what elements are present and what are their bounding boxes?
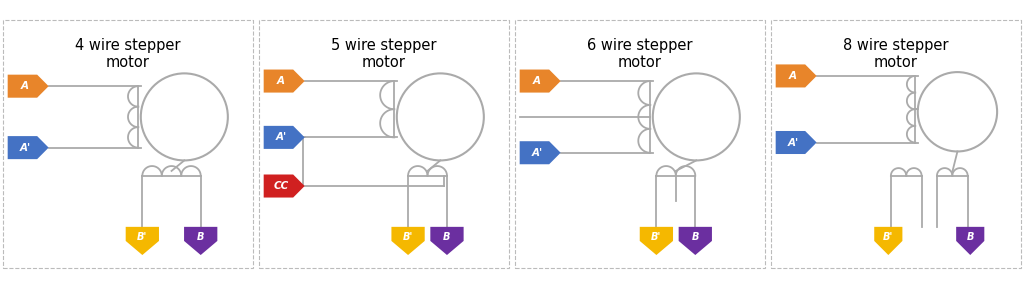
Text: A: A	[532, 76, 541, 86]
Text: B: B	[443, 232, 451, 242]
FancyBboxPatch shape	[258, 20, 510, 268]
Text: 8 wire stepper
motor: 8 wire stepper motor	[843, 38, 949, 70]
Text: A: A	[276, 76, 285, 86]
Text: CC: CC	[273, 181, 289, 191]
Polygon shape	[519, 70, 561, 93]
Polygon shape	[519, 141, 561, 164]
Text: A: A	[20, 81, 29, 91]
Polygon shape	[264, 126, 305, 149]
FancyBboxPatch shape	[2, 20, 254, 268]
Polygon shape	[640, 227, 673, 255]
Text: A': A'	[531, 148, 543, 158]
Text: B: B	[691, 232, 699, 242]
Text: B: B	[197, 232, 205, 242]
Text: B': B'	[883, 232, 894, 242]
Polygon shape	[776, 131, 817, 154]
Polygon shape	[391, 227, 425, 255]
Polygon shape	[874, 227, 902, 255]
Text: 4 wire stepper
motor: 4 wire stepper motor	[75, 38, 181, 70]
Text: B': B'	[137, 232, 147, 242]
Polygon shape	[264, 70, 305, 93]
Text: A': A'	[275, 132, 287, 142]
Polygon shape	[776, 64, 817, 87]
Text: 6 wire stepper
motor: 6 wire stepper motor	[587, 38, 693, 70]
Polygon shape	[956, 227, 984, 255]
Text: 5 wire stepper
motor: 5 wire stepper motor	[331, 38, 437, 70]
Text: B': B'	[402, 232, 414, 242]
Polygon shape	[679, 227, 712, 255]
Polygon shape	[8, 75, 49, 98]
Polygon shape	[430, 227, 464, 255]
Polygon shape	[264, 174, 305, 198]
Text: A': A'	[787, 137, 799, 148]
Text: B: B	[967, 232, 974, 242]
FancyBboxPatch shape	[770, 20, 1022, 268]
Text: B': B'	[651, 232, 662, 242]
Polygon shape	[8, 136, 49, 159]
FancyBboxPatch shape	[514, 20, 766, 268]
Polygon shape	[126, 227, 159, 255]
Text: A': A'	[19, 142, 31, 153]
Polygon shape	[184, 227, 217, 255]
Text: A: A	[788, 71, 797, 81]
